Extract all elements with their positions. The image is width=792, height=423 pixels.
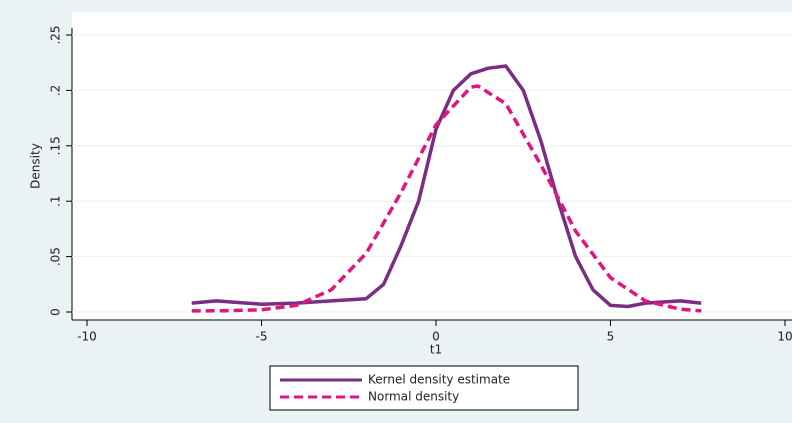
x-tick-label: -10	[77, 330, 97, 344]
x-tick-label: -5	[256, 330, 268, 344]
x-tick-label: 10	[777, 330, 792, 344]
plot-area	[72, 12, 792, 320]
x-axis-title: t1	[430, 343, 442, 357]
x-tick-label: 0	[432, 330, 440, 344]
density-line	[191, 64, 702, 309]
y-tick-label: .15	[49, 136, 63, 155]
y-axis-title: Density	[29, 143, 43, 189]
y-tick-label: .25	[49, 25, 63, 44]
density-line	[191, 84, 702, 313]
x-tick-label: 5	[607, 330, 615, 344]
y-tick-label: .05	[49, 247, 63, 266]
y-tick-label: .1	[49, 195, 63, 206]
y-tick-label: .2	[49, 85, 63, 96]
legend-label: Normal density	[368, 390, 459, 404]
y-tick-label: 0	[49, 308, 63, 316]
legend-label: Kernel density estimate	[368, 373, 510, 387]
legend	[269, 365, 579, 411]
